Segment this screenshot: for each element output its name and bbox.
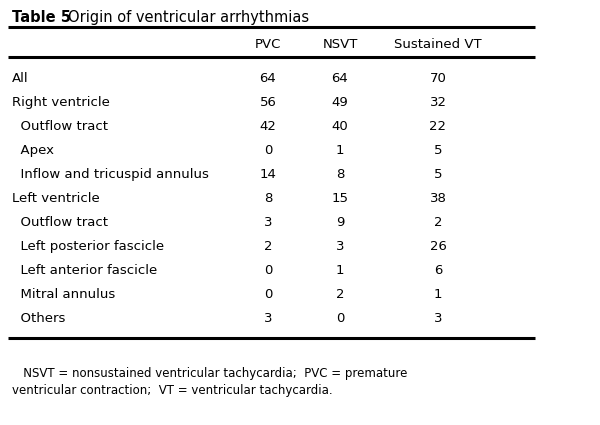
Text: 5: 5 [434, 144, 442, 157]
Text: 1: 1 [434, 288, 442, 301]
Text: Left posterior fascicle: Left posterior fascicle [12, 240, 164, 253]
Text: Outflow tract: Outflow tract [12, 216, 108, 229]
Text: Left ventricle: Left ventricle [12, 192, 100, 205]
Text: 3: 3 [264, 216, 272, 229]
Text: 2: 2 [336, 288, 344, 301]
Text: Inflow and tricuspid annulus: Inflow and tricuspid annulus [12, 168, 209, 181]
Text: 2: 2 [434, 216, 442, 229]
Text: 14: 14 [260, 168, 277, 181]
Text: 1: 1 [336, 144, 344, 157]
Text: 22: 22 [430, 120, 446, 133]
Text: Outflow tract: Outflow tract [12, 120, 108, 133]
Text: 56: 56 [260, 96, 277, 109]
Text: PVC: PVC [255, 38, 281, 51]
Text: ventricular contraction;  VT = ventricular tachycardia.: ventricular contraction; VT = ventricula… [12, 384, 332, 397]
Text: 3: 3 [434, 312, 442, 325]
Text: 1: 1 [336, 264, 344, 277]
Text: 6: 6 [434, 264, 442, 277]
Text: NSVT = nonsustained ventricular tachycardia;  PVC = premature: NSVT = nonsustained ventricular tachycar… [12, 367, 407, 380]
Text: 0: 0 [336, 312, 344, 325]
Text: 2: 2 [264, 240, 272, 253]
Text: 8: 8 [264, 192, 272, 205]
Text: 3: 3 [336, 240, 344, 253]
Text: Right ventricle: Right ventricle [12, 96, 110, 109]
Text: 64: 64 [332, 72, 349, 85]
Text: 0: 0 [264, 264, 272, 277]
Text: 49: 49 [332, 96, 349, 109]
Text: 9: 9 [336, 216, 344, 229]
Text: Table 5: Table 5 [12, 10, 71, 25]
Text: 5: 5 [434, 168, 442, 181]
Text: Others: Others [12, 312, 65, 325]
Text: Left anterior fascicle: Left anterior fascicle [12, 264, 157, 277]
Text: NSVT: NSVT [322, 38, 358, 51]
Text: 40: 40 [332, 120, 349, 133]
Text: 3: 3 [264, 312, 272, 325]
Text: Sustained VT: Sustained VT [394, 38, 482, 51]
Text: 0: 0 [264, 144, 272, 157]
Text: 8: 8 [336, 168, 344, 181]
Text: 15: 15 [331, 192, 349, 205]
Text: All: All [12, 72, 29, 85]
Text: 70: 70 [430, 72, 446, 85]
Text: 64: 64 [260, 72, 277, 85]
Text: 32: 32 [430, 96, 446, 109]
Text: Apex: Apex [12, 144, 54, 157]
Text: 42: 42 [260, 120, 277, 133]
Text: Origin of ventricular arrhythmias: Origin of ventricular arrhythmias [68, 10, 309, 25]
Text: 38: 38 [430, 192, 446, 205]
Text: 0: 0 [264, 288, 272, 301]
Text: 26: 26 [430, 240, 446, 253]
Text: Mitral annulus: Mitral annulus [12, 288, 115, 301]
